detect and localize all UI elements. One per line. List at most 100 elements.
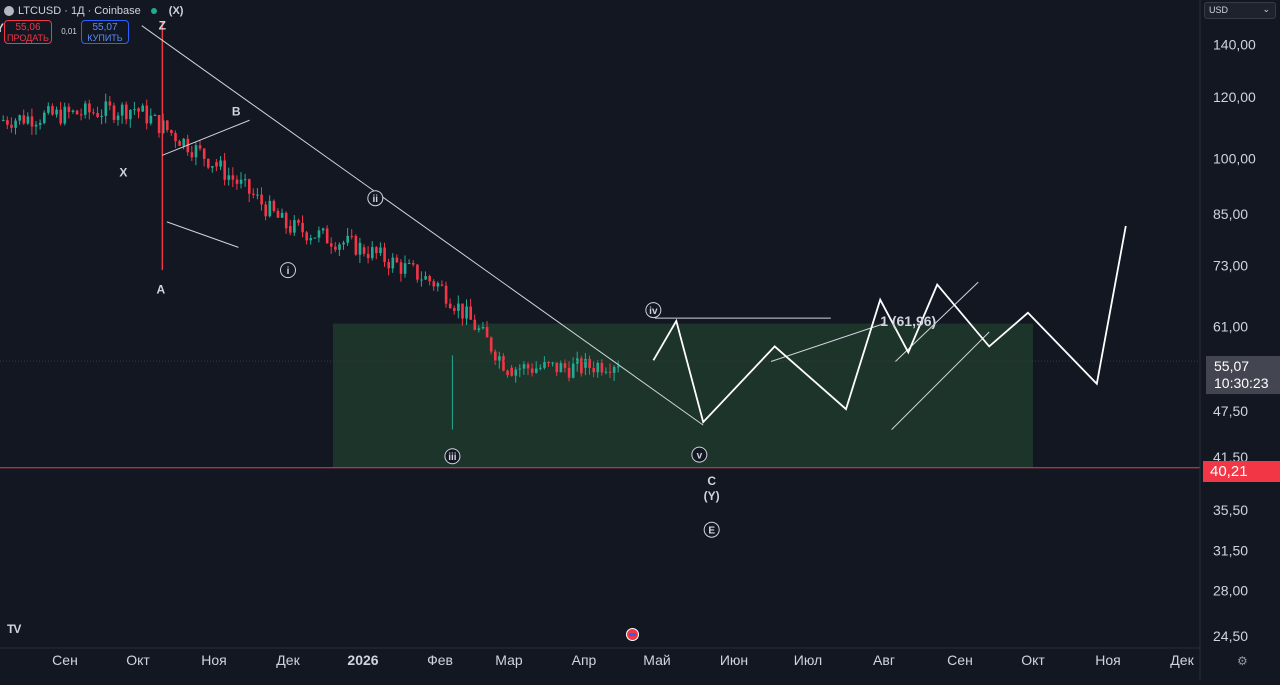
candle-body [358,242,362,255]
candle-body [104,101,108,116]
buy-button[interactable]: 55,07 КУПИТЬ [81,20,129,44]
candle-body [522,364,526,369]
wave-label-6: i [287,266,290,277]
sell-price: 55,06 [15,22,41,33]
candle-body [448,303,452,309]
candle-body [510,367,513,376]
candle-body [547,362,550,364]
candle-body [362,247,366,254]
wave-label-8: iv [649,306,658,317]
candle-body [485,326,489,338]
candle-body [6,120,9,125]
candle-body [305,232,308,241]
candle-body [194,145,198,158]
descending-trendline [141,25,704,426]
candle-body [481,326,485,329]
candle-body [416,264,419,280]
wave-label-8-circle [645,302,662,319]
candle-body [157,115,161,134]
tradingview-logo-icon[interactable]: TV [7,622,21,636]
candle-body [125,104,128,120]
gear-icon[interactable]: ⚙ [1237,654,1248,668]
candle-body [92,112,95,114]
candle-body [223,160,226,180]
candle-body [580,358,583,374]
symbol-header[interactable]: LTCUSD · 1Д · Coinbase (X) [4,3,183,19]
wave-label-7: iii [448,452,457,463]
candle-body [239,179,243,184]
candle-body [71,110,75,112]
x-tick-label: Июл [794,652,822,668]
x-tick-label: 2026 [347,652,378,668]
candle-body [10,124,13,128]
candle-body [252,193,255,195]
x-tick-label: Окт [1021,652,1045,668]
wave-label-6-circle [280,262,296,279]
x-tick-label: Дек [276,652,300,668]
candle-body [383,247,386,263]
candle-body [424,276,427,280]
candle-body [67,106,71,112]
wave-label-12: E [708,526,715,537]
candle-body [506,370,509,376]
candle-body [34,124,38,127]
currency-select[interactable]: USD ⌄ [1204,2,1276,19]
y-tick-label: 73,00 [1213,257,1248,273]
candle-body [325,228,329,244]
candle-body [555,362,559,373]
candle-body [371,247,374,259]
x-tick-label: Сен [52,652,78,668]
sell-button[interactable]: 55,06 ПРОДАТЬ [4,20,52,44]
candle-body [280,212,284,218]
candle-body [584,358,587,368]
currency-value: USD [1209,5,1229,15]
y-tick-label: 24,50 [1213,628,1248,644]
candle-body [116,115,120,120]
candle-body [342,242,345,245]
x-tick-label: Фев [427,652,453,668]
wave-label-10: C [707,474,716,488]
candle-body [47,106,50,113]
candle-body [477,328,481,330]
wave-label-12-circle [703,521,720,538]
candle-body [403,263,407,274]
triangle-upper-line [162,119,250,156]
candle-body [473,319,477,330]
fib-annotation: 1 (61,96) [880,313,936,329]
candle-body [543,362,546,368]
wave-label-5: ii [373,194,379,205]
symbol-title[interactable]: LTCUSD · 1Д · Coinbase [18,5,141,17]
candle-body [63,106,67,124]
candle-body [51,106,54,115]
candle-body [235,179,239,184]
candle-body [444,285,448,304]
y-tick-label: 47,50 [1213,403,1248,419]
candle-body [453,308,456,311]
candle-body [38,122,42,125]
candle-body [412,263,415,265]
candle-body [399,262,403,274]
x-tick-label: Май [643,652,670,668]
candle-body [112,105,116,120]
candle-body [321,228,325,231]
x-tick-label: Сен [947,652,973,668]
candle-body [18,115,21,121]
wave-projection-path [652,225,1127,424]
x-tick-label: Июн [720,652,748,668]
wave-label-9-circle [691,446,708,463]
candle-body [571,363,575,378]
candle-body [567,367,571,378]
candle-body [55,109,58,115]
candle-body [14,120,17,128]
candle-body [407,263,411,265]
candle-body [170,130,173,133]
candle-body [22,115,26,124]
candle-body [334,246,337,250]
us-flag-icon[interactable] [626,628,639,641]
y-tick-label: 140,00 [1213,37,1256,53]
candle-body [264,204,267,217]
candle-body [301,222,304,233]
y-tick-label: 61,00 [1213,318,1248,334]
